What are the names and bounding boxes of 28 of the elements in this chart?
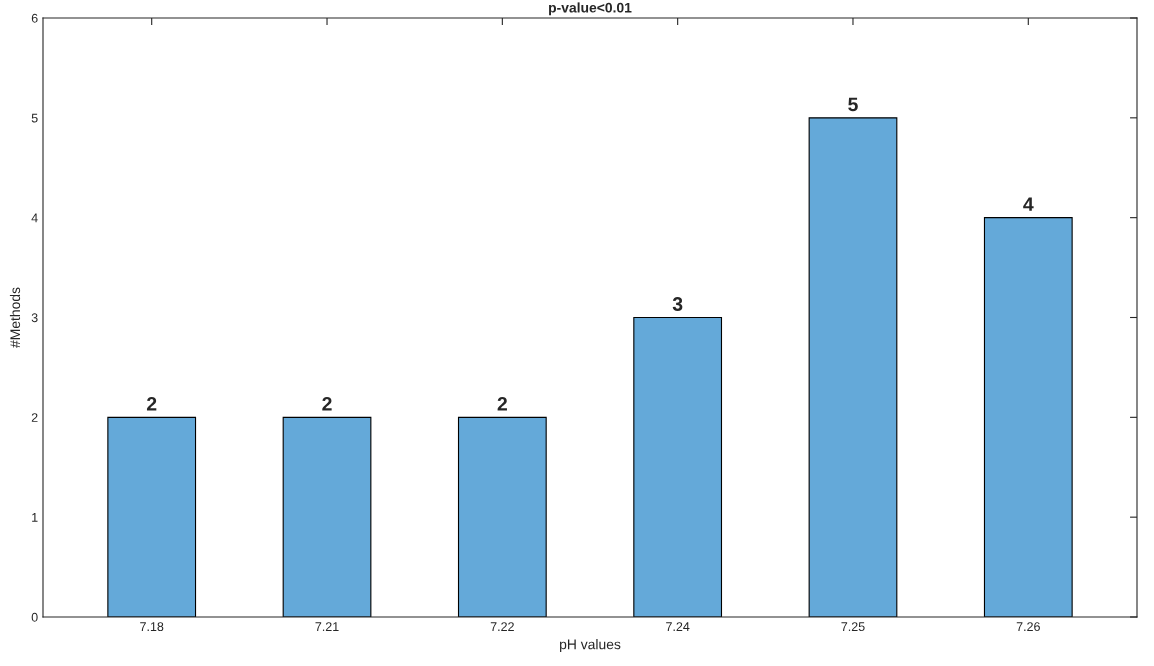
bar — [282, 416, 372, 617]
bar — [633, 316, 723, 617]
x-tick-label: 7.25 — [841, 622, 865, 632]
y-axis-title: #Methods — [9, 287, 21, 348]
y-tick-label: 6 — [31, 13, 38, 23]
data-label: 2 — [146, 396, 157, 411]
x-tick-label: 7.21 — [315, 622, 339, 631]
y-tick-label: 0 — [31, 612, 38, 622]
data-label: 5 — [848, 97, 858, 112]
bar — [107, 416, 197, 617]
data-label: 3 — [672, 297, 683, 311]
x-tick-label: 7.22 — [490, 622, 514, 631]
y-tick-label: 3 — [31, 313, 38, 323]
bar — [457, 416, 547, 617]
x-axis-title: pH values — [560, 639, 621, 653]
data-label: 2 — [322, 396, 332, 411]
data-label: 2 — [497, 396, 507, 411]
x-tick-label: 7.18 — [140, 622, 164, 632]
y-tick-label: 5 — [31, 113, 38, 123]
data-label: 4 — [1023, 197, 1034, 211]
x-tick-label: 7.24 — [666, 622, 690, 631]
bar — [983, 217, 1073, 617]
y-tick-label: 2 — [31, 413, 38, 422]
chart-title: p-value<0.01 — [549, 2, 632, 16]
bar — [808, 117, 898, 617]
x-tick-label: 7.26 — [1016, 622, 1040, 632]
y-tick-label: 4 — [31, 213, 38, 223]
y-tick-label: 1 — [32, 513, 38, 522]
